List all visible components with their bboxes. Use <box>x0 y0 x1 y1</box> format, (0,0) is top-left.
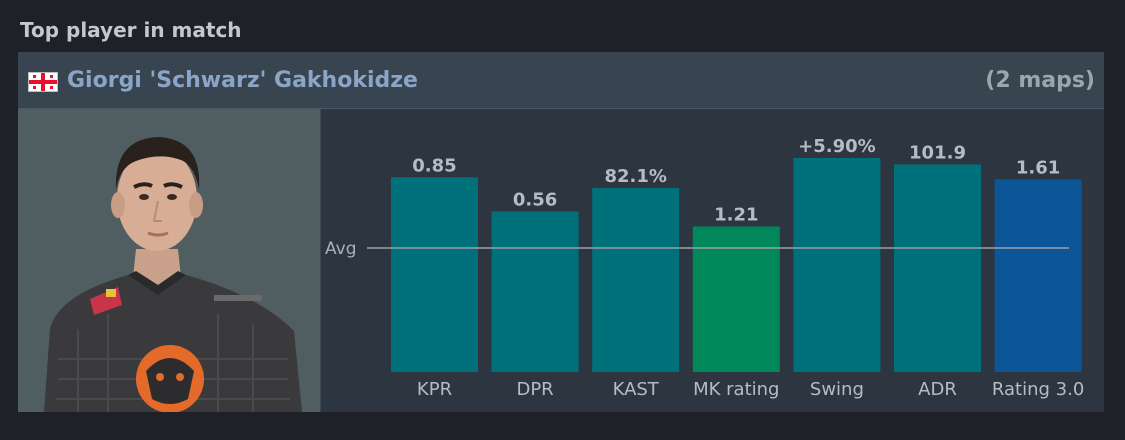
top-player-card: Giorgi 'Schwarz' Gakhokidze (2 maps) <box>18 52 1104 412</box>
maps-count: (2 maps) <box>985 68 1095 93</box>
bar-kast <box>592 187 680 372</box>
bar-value-label: 1.61 <box>1016 157 1060 178</box>
bar-value-label: 0.56 <box>513 190 557 211</box>
player-stats-bar-chart: 0.85 KPR 0.56 DPR 82.1% KAST 1.21 MK rating +5.9… <box>325 136 1084 400</box>
card-divider <box>320 109 321 412</box>
bar-adr <box>894 164 981 372</box>
bar-swing <box>793 158 881 372</box>
card-header: Giorgi 'Schwarz' Gakhokidze (2 maps) <box>18 52 1104 109</box>
bar-category-label: Swing <box>810 379 864 400</box>
bar-kpr <box>391 177 478 372</box>
bar-value-label: 0.85 <box>412 155 456 176</box>
bar-category-label: KAST <box>613 379 660 400</box>
bar-category-label: Rating 3.0 <box>992 379 1084 400</box>
georgia-flag-icon <box>29 73 57 91</box>
bar-category-label: MK rating <box>693 379 779 400</box>
avg-label: Avg <box>325 239 357 259</box>
section-title: Top player in match <box>20 18 242 42</box>
bar-rating-3-0 <box>994 179 1082 372</box>
bar-category-label: DPR <box>516 379 553 400</box>
player-name-link[interactable]: Giorgi 'Schwarz' Gakhokidze <box>67 68 418 93</box>
bar-value-label: +5.90% <box>798 136 876 157</box>
bar-category-label: ADR <box>918 379 957 400</box>
bar-dpr <box>491 211 579 372</box>
bar-mk-rating <box>692 226 780 372</box>
bar-category-label: KPR <box>417 379 452 400</box>
bar-value-label: 1.21 <box>714 204 758 225</box>
bar-value-label: 82.1% <box>604 166 666 187</box>
bar-value-label: 101.9 <box>909 142 966 163</box>
player-photo <box>18 109 320 412</box>
